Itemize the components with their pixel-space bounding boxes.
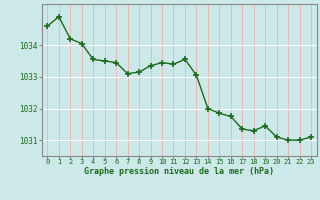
X-axis label: Graphe pression niveau de la mer (hPa): Graphe pression niveau de la mer (hPa) bbox=[84, 167, 274, 176]
